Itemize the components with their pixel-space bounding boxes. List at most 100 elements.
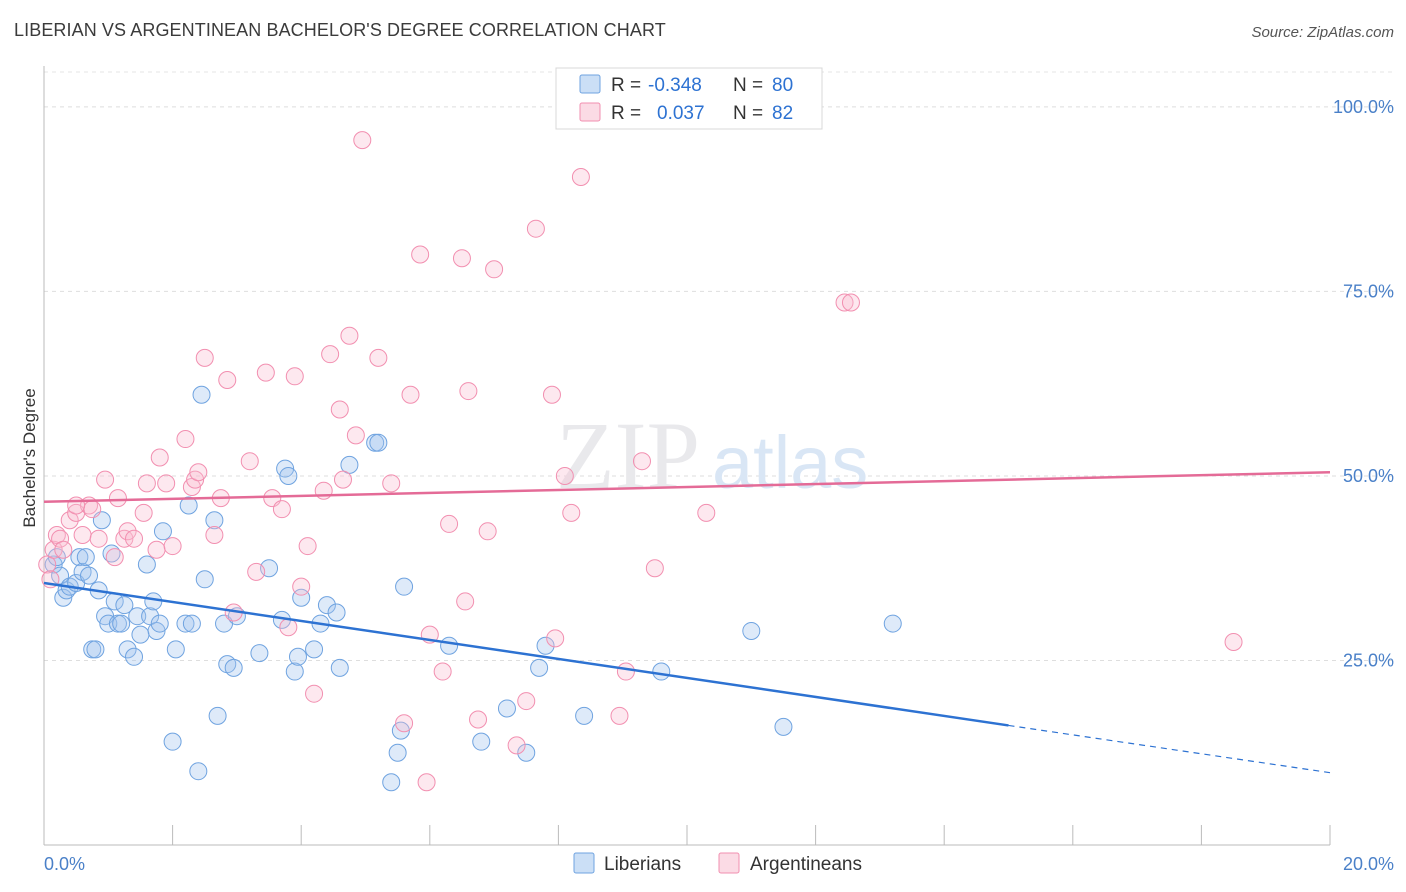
point-argentineans: [157, 474, 176, 493]
point-liberians: [742, 621, 761, 640]
point-liberians: [250, 644, 269, 663]
bottom-legend-swatch-liberians: [573, 852, 595, 874]
point-argentineans: [89, 529, 108, 548]
point-liberians: [497, 699, 516, 718]
point-argentineans: [526, 219, 545, 238]
point-argentineans: [340, 326, 359, 345]
y-tick-label: 75.0%: [1343, 281, 1394, 301]
chart-title: LIBERIAN VS ARGENTINEAN BACHELOR'S DEGRE…: [14, 20, 666, 40]
grid-layer: [44, 71, 1394, 661]
point-argentineans: [51, 529, 70, 548]
point-argentineans: [469, 710, 488, 729]
point-argentineans: [546, 629, 565, 648]
point-argentineans: [645, 559, 664, 578]
legend-n-label-2: N =: [733, 103, 763, 124]
legend-r-label-2: R =: [611, 103, 641, 124]
point-argentineans: [411, 245, 430, 264]
point-argentineans: [542, 385, 561, 404]
legend-r-value-2: 0.037: [657, 103, 705, 124]
point-argentineans: [108, 489, 127, 508]
point-argentineans: [240, 452, 259, 471]
point-liberians: [279, 466, 298, 485]
point-liberians: [137, 555, 156, 574]
point-argentineans: [96, 470, 115, 489]
point-argentineans: [272, 500, 291, 519]
point-liberians: [305, 640, 324, 659]
points-layer: [38, 131, 1243, 792]
point-argentineans: [125, 529, 144, 548]
point-liberians: [182, 614, 201, 633]
point-argentineans: [571, 168, 590, 187]
point-liberians: [125, 647, 144, 666]
point-argentineans: [346, 426, 365, 445]
point-liberians: [112, 614, 131, 633]
point-argentineans: [395, 714, 414, 733]
point-liberians: [652, 662, 671, 681]
point-argentineans: [610, 706, 629, 725]
point-liberians: [131, 625, 150, 644]
point-liberians: [163, 732, 182, 751]
x-tick-label-max: 20.0%: [1343, 854, 1394, 874]
trend-line-argentineans: [43, 471, 1331, 504]
point-liberians: [150, 614, 169, 633]
point-argentineans: [292, 577, 311, 596]
bottom-legend-label-argentineans: Argentineans: [750, 854, 862, 875]
point-argentineans: [417, 773, 436, 792]
point-argentineans: [285, 367, 304, 386]
point-argentineans: [83, 500, 102, 519]
point-argentineans: [369, 348, 388, 367]
legend-swatch-liberians: [579, 74, 601, 94]
point-argentineans: [163, 537, 182, 556]
y-tick-label: 100.0%: [1333, 97, 1394, 117]
x-tick-label-min: 0.0%: [44, 854, 85, 874]
legend-swatch-argentineans: [579, 102, 601, 122]
point-argentineans: [176, 430, 195, 449]
point-argentineans: [562, 503, 581, 522]
point-liberians: [86, 640, 105, 659]
point-argentineans: [195, 348, 214, 367]
legend-n-value-1: 80: [772, 75, 793, 96]
point-liberians: [208, 706, 227, 725]
y-tick-label: 50.0%: [1343, 466, 1394, 486]
point-argentineans: [330, 400, 349, 419]
point-liberians: [192, 385, 211, 404]
point-argentineans: [517, 692, 536, 711]
point-argentineans: [452, 249, 471, 268]
y-tick-label: 25.0%: [1343, 650, 1394, 670]
point-liberians: [128, 607, 147, 626]
point-liberians: [883, 614, 902, 633]
point-argentineans: [279, 618, 298, 637]
watermark-atlas: atlas: [712, 421, 868, 504]
point-liberians: [224, 658, 243, 677]
legend-r-value-1: -0.348: [648, 75, 702, 96]
point-liberians: [536, 636, 555, 655]
point-liberians: [118, 640, 137, 659]
point-argentineans: [205, 526, 224, 544]
y-axis-label: Bachelor's Degree: [20, 388, 39, 527]
series-argentineans-points: [38, 131, 1243, 792]
point-liberians: [440, 636, 459, 655]
point-liberians: [195, 570, 214, 589]
bottom-legend-label-liberians: Liberians: [604, 854, 681, 875]
legend-n-value-2: 82: [772, 103, 793, 124]
point-argentineans: [147, 540, 166, 559]
point-argentineans: [73, 526, 92, 544]
point-liberians: [382, 773, 401, 792]
point-liberians: [330, 658, 349, 677]
point-argentineans: [247, 562, 266, 581]
point-liberians: [317, 596, 336, 615]
point-argentineans: [440, 514, 459, 533]
point-liberians: [99, 614, 118, 633]
point-argentineans: [485, 260, 504, 279]
trend-line-extension-liberians: [1008, 724, 1331, 774]
point-argentineans: [118, 522, 137, 541]
point-liberians: [176, 614, 195, 633]
point-argentineans: [456, 592, 475, 611]
point-argentineans: [189, 463, 208, 482]
point-argentineans: [616, 662, 635, 681]
point-argentineans: [137, 474, 156, 493]
series-liberians-points: [44, 385, 902, 792]
point-argentineans: [298, 537, 317, 556]
point-argentineans: [54, 540, 73, 559]
point-liberians: [166, 640, 185, 659]
